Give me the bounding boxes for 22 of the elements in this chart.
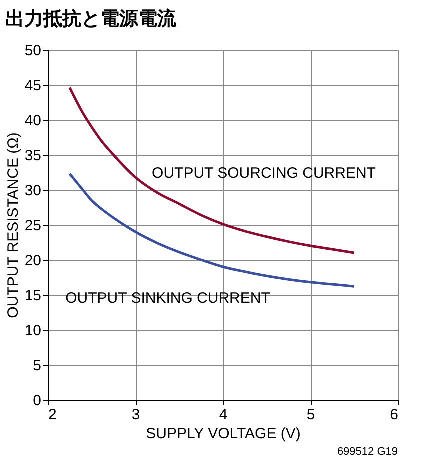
x-tick-label: 6	[390, 406, 398, 424]
y-tick-label: 50	[24, 42, 42, 60]
y-tick-label: 45	[24, 78, 42, 94]
y-tick-label: 40	[24, 112, 42, 130]
y-tick-label: 0	[33, 392, 42, 410]
y-tick-label: 15	[24, 288, 42, 304]
text: 699512 G19	[337, 446, 398, 458]
y-tick-label: 10	[24, 322, 42, 340]
series-label: OUTPUT SINKING CURRENT	[66, 290, 270, 307]
x-axis-title: SUPPLY VOLTAGE (V)	[146, 426, 301, 442]
y-axis-title: OUTPUT RESISTANCE (Ω)	[4, 132, 22, 318]
x-tick-label: 3	[132, 406, 140, 424]
x-tick-label: 4	[219, 406, 228, 424]
y-tick-label: 5	[33, 358, 42, 374]
y-tick-label: 25	[24, 218, 42, 234]
y-tick-label: 20	[24, 252, 42, 270]
x-tick-label: 5	[306, 406, 316, 424]
x-tick-label: 2	[48, 406, 57, 424]
series-label: OUTPUT SOURCING CURRENT	[152, 165, 376, 182]
y-tick-label: 35	[24, 148, 42, 164]
chart-title: 出力抵抗と電源電流	[5, 8, 178, 30]
y-tick-label: 30	[24, 182, 42, 200]
